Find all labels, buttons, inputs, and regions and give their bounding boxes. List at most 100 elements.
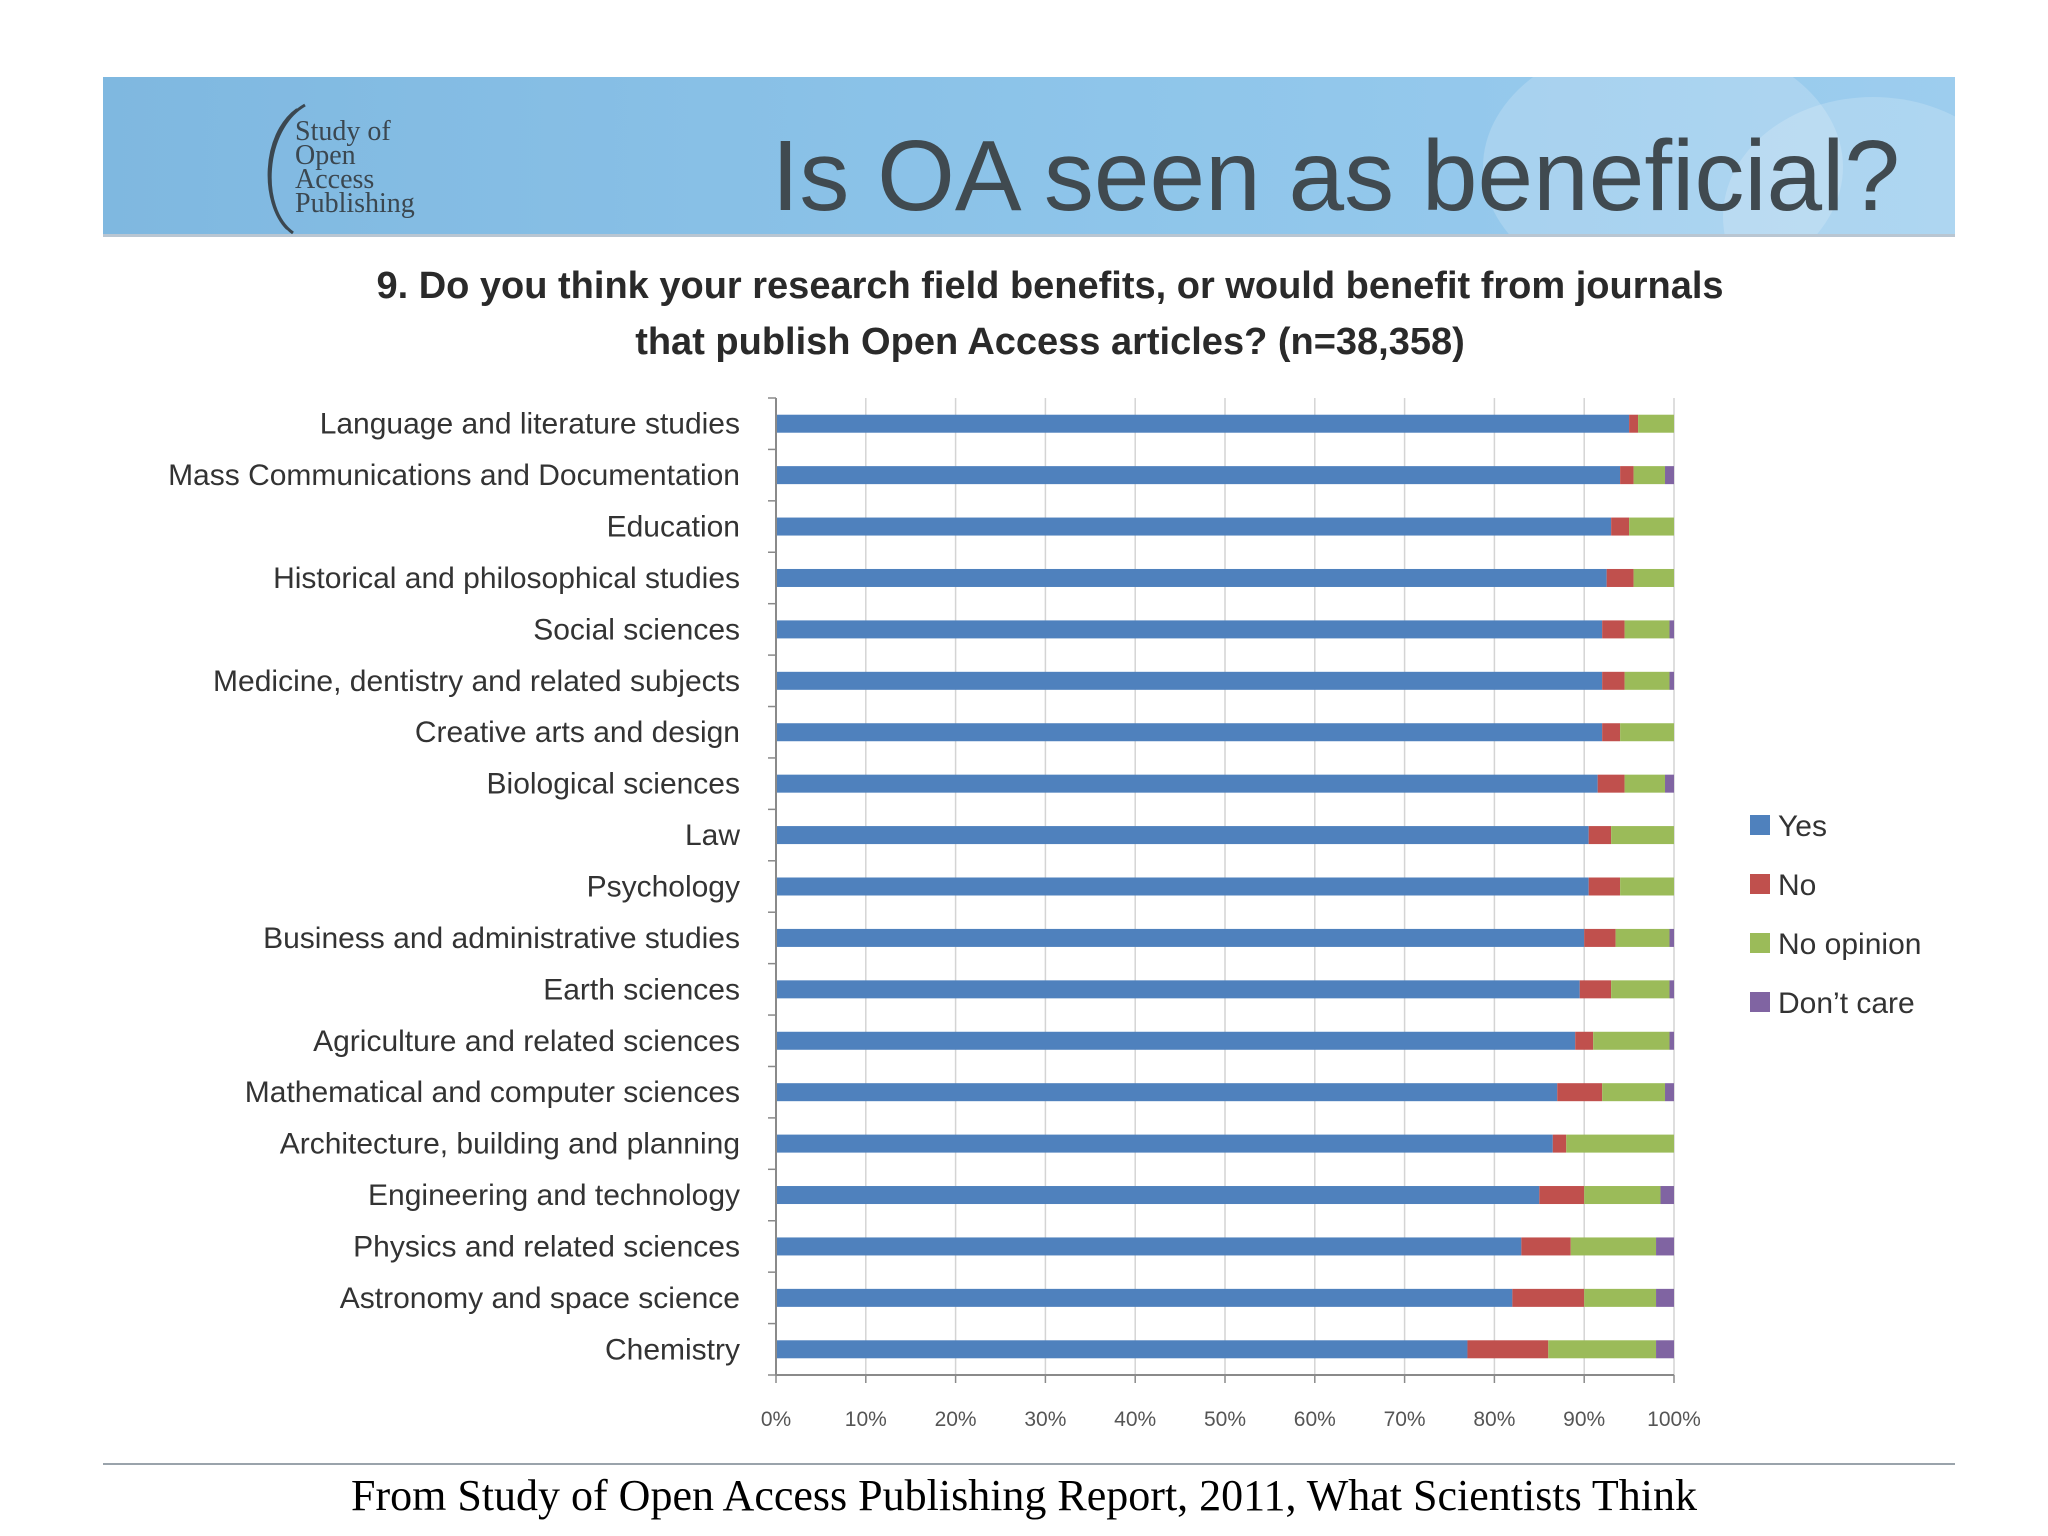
bar-segment-no-opinion [1566,1134,1674,1153]
bar-segment-don-t-care [1665,466,1674,485]
bar-segment-no [1629,414,1639,433]
stacked-bar-chart: Language and literature studies Mass Comm… [168,397,1921,1431]
bar-segment-don-t-care [1669,980,1674,999]
bar-segment-no-opinion [1615,928,1670,947]
bar-segment-no [1512,1288,1585,1307]
bar-segment-no [1521,1237,1571,1256]
legend: Yes No No opinion Don’t care [1750,810,1921,1020]
bar-segment-no-opinion [1584,1186,1661,1205]
bar-segment-yes [776,774,1598,793]
category-label: Chemistry [605,1333,740,1366]
bar-segment-yes [776,517,1612,536]
bar-segment-no [1557,1083,1603,1102]
category-label: Education [607,511,740,544]
x-tick-label: 90% [1563,1408,1605,1431]
bar-segment-don-t-care [1660,1186,1674,1205]
bar-segment-no [1606,568,1634,587]
banner-decoration [1483,77,1843,235]
bar-segment-no-opinion [1570,1237,1657,1256]
bar-segment-no-opinion [1593,1031,1670,1050]
bar-segment-no-opinion [1548,1340,1657,1359]
bar-segment-no-opinion [1602,1083,1666,1102]
bar-segment-no-opinion [1584,1288,1657,1307]
category-label: Mathematical and computer sciences [245,1076,740,1109]
bar-segment-yes [776,980,1580,999]
x-tick-label: 40% [1114,1408,1156,1431]
chart-title-line-2: that publish Open Access articles? (n=38… [635,321,1465,363]
bar-segment-don-t-care [1656,1288,1674,1307]
bar-segment-yes [776,620,1603,639]
bar-segment-no [1552,1134,1567,1153]
bar-segment-no-opinion [1638,414,1674,433]
bar-segment-yes [776,466,1621,485]
bar-segment-no [1467,1340,1549,1359]
bar-segment-no-opinion [1611,980,1670,999]
bar-segment-no [1579,980,1612,999]
x-tick-label: 20% [935,1408,977,1431]
bar-segment-no-opinion [1624,620,1670,639]
category-label: Earth sciences [543,973,740,1006]
legend-swatch [1750,992,1770,1012]
category-label: Language and literature studies [320,408,740,441]
slide-title: Is OA seen as beneficial? [771,120,1900,232]
category-label: Social sciences [533,613,740,646]
bar-segment-yes [776,568,1607,587]
category-label: Engineering and technology [368,1179,740,1212]
bar-segment-no [1575,1031,1594,1050]
bar-segment-yes [776,928,1585,947]
logo-text-study: Study of [295,116,391,147]
bar-segment-no-opinion [1620,723,1674,742]
bar-segment-yes [776,723,1603,742]
bar-segment-don-t-care [1669,671,1674,690]
bars [776,414,1674,1359]
logo-text-access: Access [295,164,375,195]
bar-segment-no-opinion [1629,517,1674,536]
category-label: Mass Communications and Documentation [168,459,740,492]
legend-swatch [1750,933,1770,953]
bar-segment-yes [776,671,1603,690]
bar-segment-don-t-care [1665,774,1674,793]
bar-segment-no-opinion [1624,671,1670,690]
x-tick-label: 70% [1384,1408,1426,1431]
bar-segment-no [1539,1186,1585,1205]
bar-segment-yes [776,1186,1540,1205]
bar-segment-yes [776,1083,1558,1102]
bar-segment-no [1584,928,1616,947]
bar-segment-no-opinion [1620,877,1674,896]
bar-segment-no [1602,620,1625,639]
category-label: Medicine, dentistry and related subjects [213,665,740,698]
x-tick-labels: 0% 10% 20% 30% 40% 50% 60% 70% 80% 90% 100% [761,1408,1701,1431]
chart-title-line-1: 9. Do you think your research field bene… [376,265,1724,307]
bar-segment-don-t-care [1656,1340,1674,1359]
bar-segment-yes [776,414,1630,433]
bar-segment-yes [776,1237,1522,1256]
category-label: Business and administrative studies [263,922,740,955]
bar-segment-yes [776,1288,1513,1307]
x-tick-label: 80% [1473,1408,1515,1431]
bar-segment-don-t-care [1669,1031,1674,1050]
x-tick-label: 10% [845,1408,887,1431]
logo-arc [267,103,306,235]
bar-segment-don-t-care [1665,1083,1674,1102]
category-label: Biological sciences [487,768,740,801]
bar-segment-no [1588,826,1612,845]
bar-segment-no [1602,723,1621,742]
category-label: Creative arts and design [415,716,740,749]
legend-swatch [1750,874,1770,894]
bar-segment-no-opinion [1624,774,1666,793]
x-tick-label: 0% [761,1408,791,1431]
bar-segment-no [1597,774,1625,793]
category-label: Architecture, building and planning [280,1128,740,1161]
x-tick-label: 50% [1204,1408,1246,1431]
bar-segment-yes [776,826,1589,845]
category-label: Physics and related sciences [353,1230,740,1263]
bar-segment-no [1611,517,1630,536]
category-label: Agriculture and related sciences [313,1025,740,1058]
bar-segment-don-t-care [1669,620,1674,639]
category-labels: Language and literature studies Mass Comm… [168,408,740,1367]
x-tick-label: 30% [1024,1408,1066,1431]
legend-label: No opinion [1778,928,1921,961]
x-tick-label: 100% [1647,1408,1701,1431]
x-tick-label: 60% [1294,1408,1336,1431]
bar-segment-no [1588,877,1621,896]
